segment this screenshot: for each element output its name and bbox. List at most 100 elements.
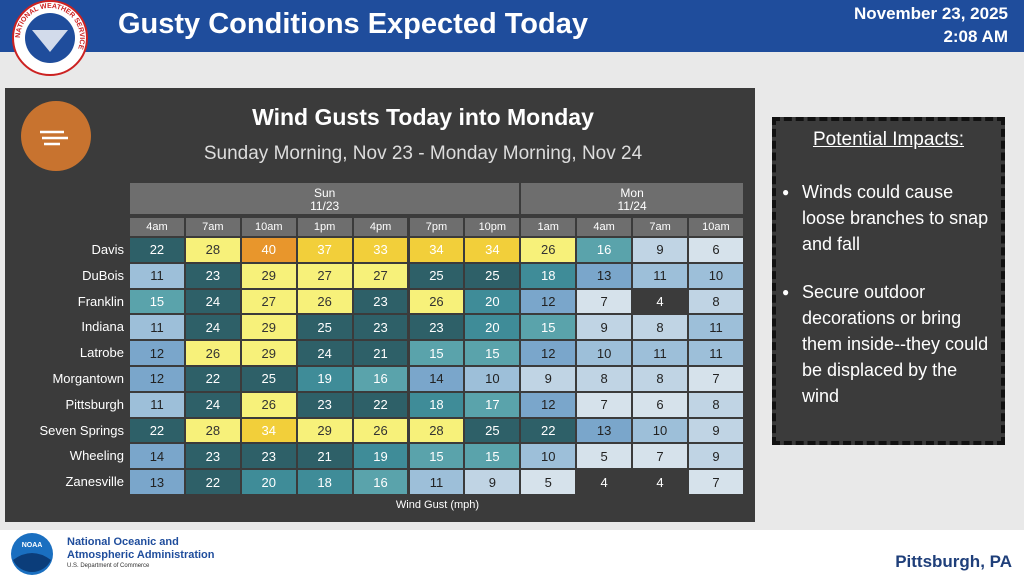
impact-text: Winds could cause loose branches to snap… xyxy=(802,182,989,254)
gust-cell: 29 xyxy=(297,418,352,443)
gust-cell: 10 xyxy=(577,341,632,365)
gust-cell: 11 xyxy=(689,315,743,340)
panel-subtitle: Sunday Morning, Nov 23 - Monday Morning,… xyxy=(203,143,643,164)
gust-cell: 29 xyxy=(241,315,296,340)
gust-cell: 7 xyxy=(577,289,632,314)
gust-cell: 24 xyxy=(297,341,352,365)
gust-cell: 12 xyxy=(521,341,576,365)
gust-cell: 12 xyxy=(521,392,576,417)
gust-cell: 15 xyxy=(409,341,464,365)
day-date: 11/24 xyxy=(521,199,743,214)
gust-cell: 10 xyxy=(689,263,743,288)
gust-cell: 19 xyxy=(353,444,408,469)
gust-cell: 21 xyxy=(353,341,408,365)
gust-cell: 7 xyxy=(689,470,743,494)
gust-cell: 8 xyxy=(689,289,743,314)
gust-cell: 19 xyxy=(297,367,352,391)
gust-cell: 15 xyxy=(521,315,576,340)
day-date: 11/23 xyxy=(130,199,520,214)
impact-item: ● Secure outdoor decorations or bring the… xyxy=(782,279,993,409)
gust-cell: 25 xyxy=(409,263,464,288)
gust-cell: 7 xyxy=(689,367,743,391)
gust-cell: 22 xyxy=(130,418,184,443)
day-header: Mon xyxy=(521,183,743,202)
day-header: Sun xyxy=(130,183,520,202)
gust-cell: 22 xyxy=(353,392,408,417)
gust-cell: 9 xyxy=(689,444,743,469)
gust-cell: 18 xyxy=(409,392,464,417)
gust-cell: 23 xyxy=(409,315,464,340)
row-label: Davis xyxy=(91,242,124,257)
gust-cell: 7 xyxy=(633,444,687,469)
gust-cell: 26 xyxy=(521,238,576,262)
gust-cell: 26 xyxy=(353,418,408,443)
impacts-heading: Potential Impacts: xyxy=(812,129,965,150)
hour-header: 1pm xyxy=(297,218,352,236)
gust-cell: 8 xyxy=(689,392,743,417)
gust-cell: 15 xyxy=(130,289,184,314)
gust-cell: 28 xyxy=(185,238,240,262)
gust-cell: 26 xyxy=(185,341,240,365)
gust-cell: 23 xyxy=(353,289,408,314)
gust-cell: 18 xyxy=(521,263,576,288)
gust-cell: 13 xyxy=(577,418,632,443)
gust-cell: 9 xyxy=(577,315,632,340)
gust-cell: 40 xyxy=(241,238,296,262)
gust-cell: 20 xyxy=(465,289,520,314)
row-label: Franklin xyxy=(77,293,124,309)
gust-cell: 24 xyxy=(185,392,240,417)
gust-cell: 24 xyxy=(185,289,240,314)
bullet-dot: ● xyxy=(782,285,790,299)
gust-cell: 16 xyxy=(353,470,408,494)
gust-cell: 23 xyxy=(241,444,296,469)
gust-cell: 12 xyxy=(130,341,184,365)
gust-cell: 11 xyxy=(633,263,687,288)
gust-cell: 14 xyxy=(409,367,464,391)
row-label: Zanesville xyxy=(65,474,124,490)
impacts-box: Potential Impacts: ● Winds could cause lo… xyxy=(772,117,1005,445)
gust-cell: 6 xyxy=(633,392,687,417)
gust-cell: 27 xyxy=(241,289,296,314)
gust-cell: 25 xyxy=(465,263,520,288)
gust-cell: 8 xyxy=(633,367,687,391)
gust-cell: 26 xyxy=(297,289,352,314)
gust-cell: 24 xyxy=(185,315,240,340)
gust-cell: 28 xyxy=(409,418,464,443)
agency-line: National Oceanic and xyxy=(67,536,179,548)
gust-cell: 16 xyxy=(353,367,408,391)
gust-cell: 10 xyxy=(521,444,576,469)
location: Pittsburgh, PA xyxy=(895,552,1012,571)
gust-cell: 29 xyxy=(241,263,296,288)
gust-cell: 11 xyxy=(409,470,464,494)
hour-header: 7am xyxy=(185,218,240,236)
row-label: Latrobe xyxy=(79,345,124,361)
row-label: Indiana xyxy=(81,319,124,335)
panel-title: Wind Gusts Today into Monday xyxy=(252,104,594,130)
gust-cell: 10 xyxy=(633,418,687,443)
gust-cell: 7 xyxy=(577,392,632,417)
row-label: Morgantown xyxy=(52,371,124,386)
gust-cell: 15 xyxy=(409,444,464,469)
gust-cell: 23 xyxy=(185,444,240,469)
hour-header: 10am xyxy=(689,218,743,236)
gust-cell: 16 xyxy=(577,238,632,262)
gust-cell: 25 xyxy=(465,418,520,443)
gust-cell: 11 xyxy=(130,392,184,417)
gust-cell: 8 xyxy=(633,315,687,340)
gust-cell: 22 xyxy=(130,238,184,262)
hour-header: 7pm xyxy=(409,218,464,236)
row-label: Pittsburgh xyxy=(65,396,124,412)
gust-cell: 25 xyxy=(241,367,296,391)
gust-cell: 25 xyxy=(297,315,352,340)
hour-header: 4am xyxy=(577,218,632,236)
gust-cell: 15 xyxy=(465,444,520,469)
hour-header: 1am xyxy=(521,218,576,236)
hour-header: 10am xyxy=(241,218,296,236)
gust-cell: 9 xyxy=(689,418,743,443)
gust-cell: 11 xyxy=(130,263,184,288)
gust-cell: 12 xyxy=(521,289,576,314)
noaa-logo: NOAA xyxy=(11,533,53,575)
hour-header: 7am xyxy=(633,218,687,236)
impact-item: ● Winds could cause loose branches to sna… xyxy=(782,179,993,257)
